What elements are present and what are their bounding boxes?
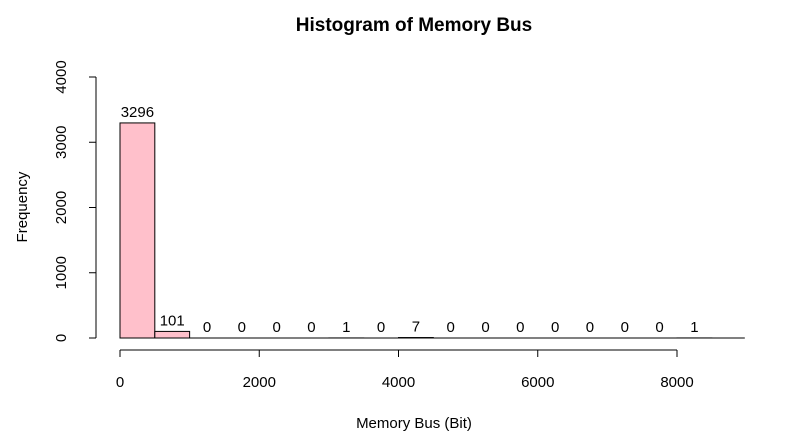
x-tick-label-2: 4000 (382, 374, 415, 391)
y-tick-label-4: 4000 (53, 60, 70, 93)
x-tick-label-0: 0 (116, 374, 124, 391)
bar-count-label-13: 0 (586, 319, 594, 336)
x-tick-label-3: 6000 (521, 374, 554, 391)
bar-count-label-12: 0 (551, 319, 559, 336)
y-axis: 0 1000 2000 3000 4000 (53, 60, 96, 342)
x-tick-label-4: 8000 (660, 374, 693, 391)
histogram-bar-1 (155, 331, 190, 338)
y-axis-label: Frequency (14, 171, 31, 242)
bars-layer (120, 123, 712, 338)
bar-count-label-7: 0 (377, 319, 385, 336)
x-tick-label-1: 2000 (243, 374, 276, 391)
data-labels-layer: 3296 101 0 0 0 0 1 0 7 0 0 0 0 0 0 0 1 (121, 104, 699, 336)
y-tick-label-0: 0 (53, 334, 70, 342)
bar-count-label-6: 1 (342, 319, 350, 336)
bar-count-label-11: 0 (516, 319, 524, 336)
bar-count-label-10: 0 (481, 319, 489, 336)
bar-count-label-8: 7 (412, 319, 420, 336)
x-axis-label: Memory Bus (Bit) (356, 415, 472, 432)
chart-title: Histogram of Memory Bus (296, 15, 532, 36)
bar-count-label-15: 0 (655, 319, 663, 336)
bar-count-label-4: 0 (272, 319, 280, 336)
y-tick-label-1: 1000 (53, 256, 70, 289)
bar-count-label-1: 101 (160, 312, 185, 329)
bar-count-label-14: 0 (621, 319, 629, 336)
y-tick-label-3: 3000 (53, 126, 70, 159)
bar-count-label-3: 0 (238, 319, 246, 336)
x-axis: 0 2000 4000 6000 8000 (116, 338, 745, 391)
y-tick-label-2: 2000 (53, 191, 70, 224)
bar-count-label-2: 0 (203, 319, 211, 336)
bar-count-label-16: 1 (690, 319, 698, 336)
histogram-bar-0 (120, 123, 155, 338)
bar-count-label-5: 0 (307, 319, 315, 336)
bar-count-label-0: 3296 (121, 104, 154, 121)
bar-count-label-9: 0 (447, 319, 455, 336)
